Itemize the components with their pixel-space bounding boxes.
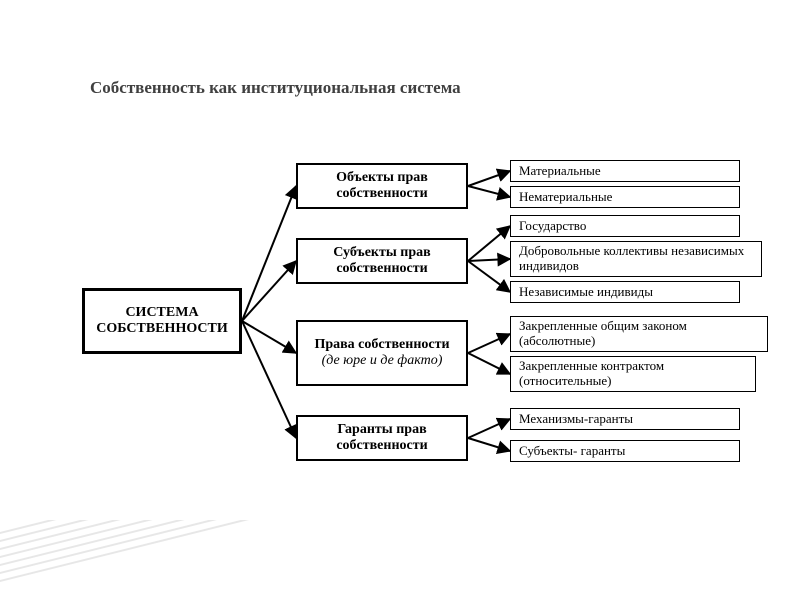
leaf-label: Материальные (519, 164, 601, 179)
leaf-label: Нематериальные (519, 190, 612, 205)
mid-node-label: Права собственности (314, 337, 449, 353)
leaf-node: Закрепленные общим законом (абсолютные) (510, 316, 768, 352)
root-node-label: СИСТЕМА СОБСТВЕННОСТИ (89, 305, 235, 337)
leaf-node: Независимые индивиды (510, 281, 740, 303)
root-node: СИСТЕМА СОБСТВЕННОСТИ (82, 288, 242, 354)
leaf-label: Закрепленные общим законом (абсолютные) (519, 319, 763, 349)
leaf-label: Закрепленные контрактом (относительные) (519, 359, 751, 389)
mid-node-label: Объекты прав собственности (302, 170, 462, 202)
leaf-label: Государство (519, 219, 586, 234)
decorative-lines (0, 520, 260, 600)
mid-node-objects: Объекты прав собственности (296, 163, 468, 209)
mid-node-sublabel: (де юре и де факто) (322, 353, 443, 369)
mid-node-subjects: Субъекты прав собственности (296, 238, 468, 284)
mid-node-label: Гаранты прав собственности (302, 422, 462, 454)
leaf-node: Добровольные коллективы независимых инди… (510, 241, 762, 277)
leaf-label: Субъекты- гаранты (519, 444, 625, 459)
leaf-node: Материальные (510, 160, 740, 182)
mid-node-label: Субъекты прав собственности (302, 245, 462, 277)
leaf-label: Механизмы-гаранты (519, 412, 633, 427)
leaf-node: Механизмы-гаранты (510, 408, 740, 430)
leaf-label: Добровольные коллективы независимых инди… (519, 244, 757, 274)
mid-node-guarantors: Гаранты прав собственности (296, 415, 468, 461)
mid-node-rights: Права собственности (де юре и де факто) (296, 320, 468, 386)
diagram-title: Собственность как институциональная сист… (90, 78, 461, 98)
leaf-node: Субъекты- гаранты (510, 440, 740, 462)
leaf-node: Государство (510, 215, 740, 237)
leaf-node: Закрепленные контрактом (относительные) (510, 356, 756, 392)
leaf-node: Нематериальные (510, 186, 740, 208)
leaf-label: Независимые индивиды (519, 285, 653, 300)
